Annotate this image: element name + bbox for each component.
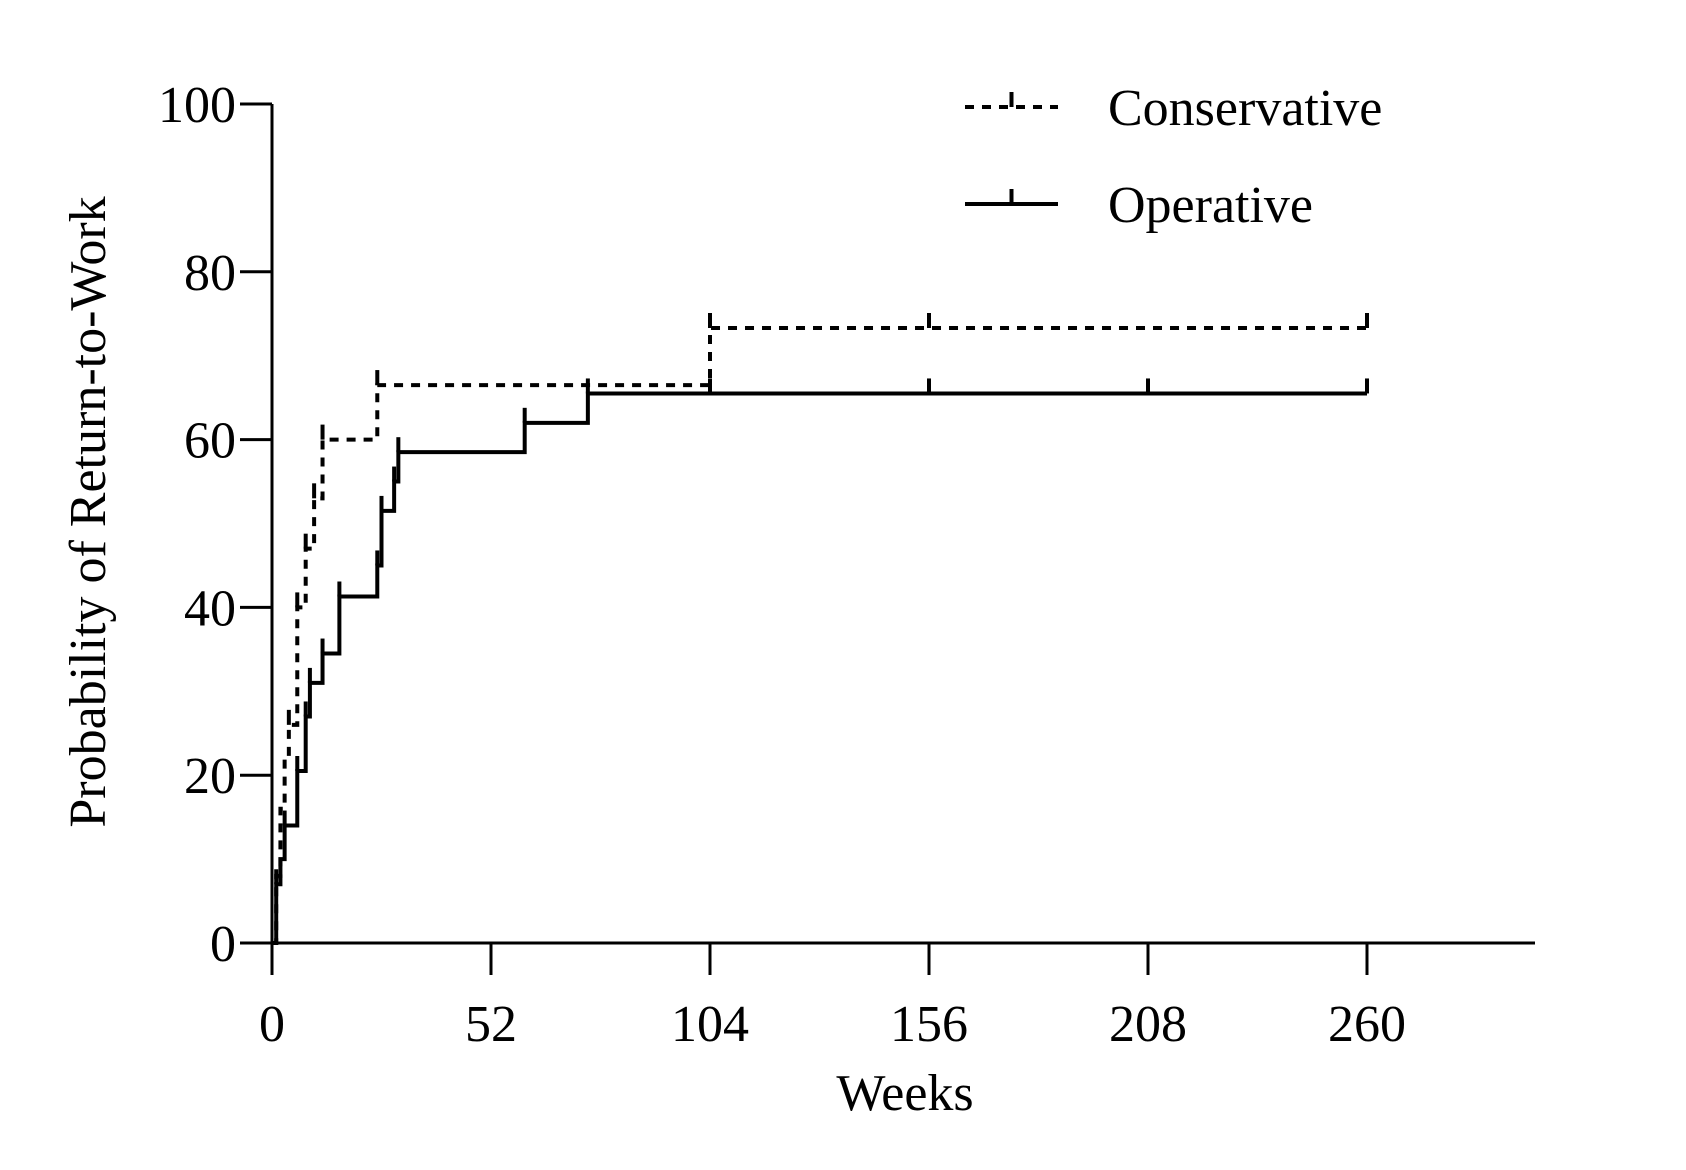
legend: Conservative Operative (965, 80, 1382, 234)
x-tick-label-104: 104 (671, 996, 749, 1053)
x-tick-label-208: 208 (1109, 996, 1187, 1053)
y-tick-label-60: 60 (184, 413, 236, 470)
y-axis-title: Probability of Return-to-Work (60, 196, 117, 827)
x-tick-label-156: 156 (890, 996, 968, 1053)
y-tick-label-40: 40 (184, 580, 236, 637)
x-axis-title: Weeks (836, 1065, 973, 1122)
legend-operative-label: Operative (1108, 177, 1313, 234)
y-tick-label-80: 80 (184, 245, 236, 302)
y-tick-label-20: 20 (184, 748, 236, 805)
legend-conservative-label: Conservative (1108, 80, 1382, 137)
y-tick-label-0: 0 (210, 916, 236, 973)
y-axis: 0 20 40 60 80 100 (158, 77, 274, 973)
x-tick-label-260: 260 (1328, 996, 1406, 1053)
x-axis: 0 52 104 156 208 260 (259, 941, 1535, 1053)
x-tick-label-52: 52 (465, 996, 517, 1053)
series-layer (272, 313, 1369, 945)
series-operative-line (272, 391, 1367, 945)
y-tick-label-100: 100 (158, 77, 236, 134)
series-conservative-line (272, 326, 1367, 945)
x-tick-label-0: 0 (259, 996, 285, 1053)
